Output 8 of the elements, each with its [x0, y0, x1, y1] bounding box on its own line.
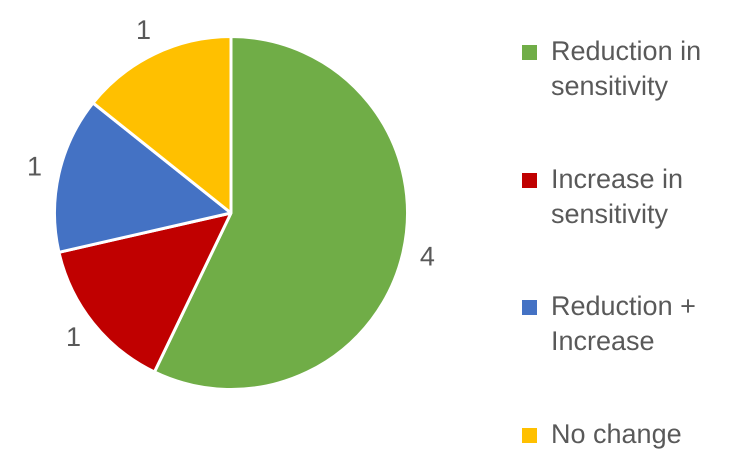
data-label: 1	[66, 322, 81, 352]
legend-label: Increase in sensitivity	[551, 162, 684, 231]
data-label: 1	[136, 14, 152, 45]
data-label: 4	[420, 241, 435, 272]
legend-label: Reduction in sensitivity	[551, 35, 702, 104]
legend-label: Reduction + Increase	[551, 290, 697, 358]
data-label: 1	[27, 152, 42, 182]
legend-label: No change	[551, 418, 682, 451]
